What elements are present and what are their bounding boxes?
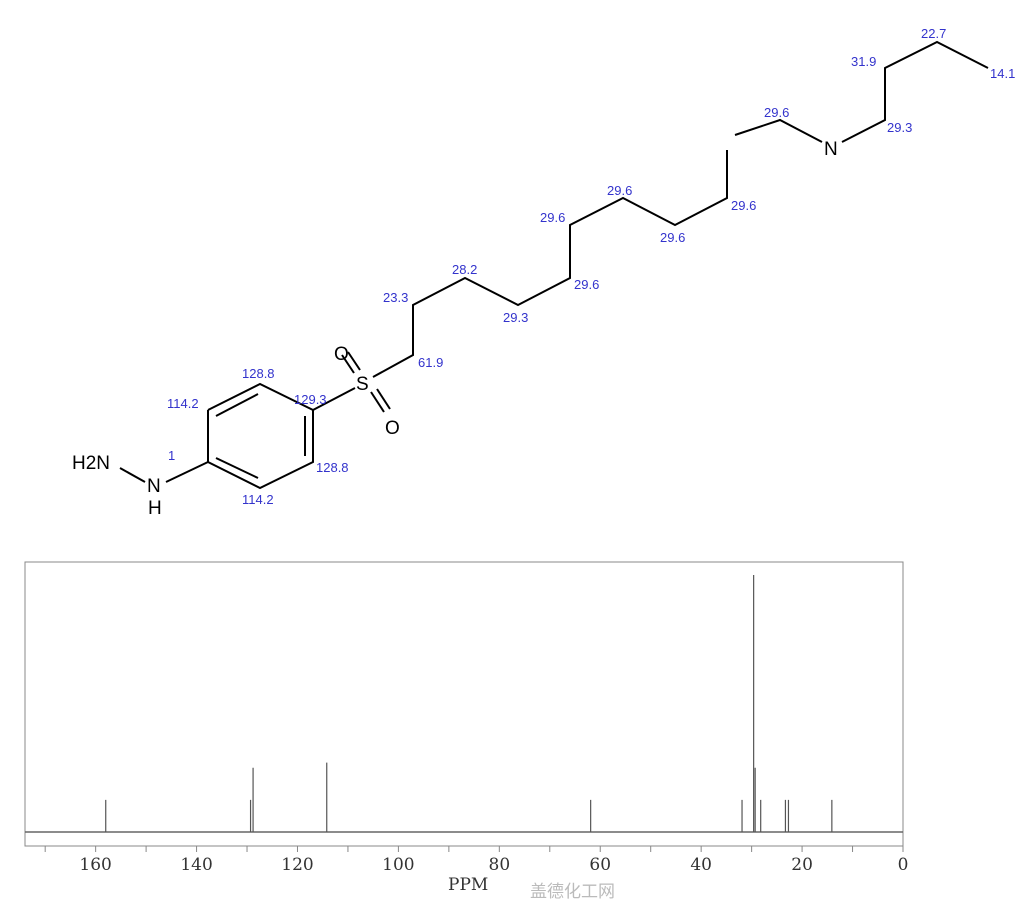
shift-label: 29.6	[607, 183, 632, 198]
atom-n: N	[147, 476, 161, 497]
shift-label: 22.7	[921, 26, 946, 41]
shift-label: 114.2	[167, 396, 199, 411]
shift-label: 29.6	[731, 198, 756, 213]
shift-label: 128.8	[242, 366, 275, 381]
alkyl-chain	[734, 118, 823, 143]
peaks	[105, 575, 833, 832]
atom-h2n: H2N	[72, 453, 110, 474]
tick-label-0: 0	[898, 855, 909, 875]
bond	[119, 467, 146, 483]
atom-o: O	[334, 344, 349, 365]
tick-label-60: 60	[589, 855, 611, 875]
bond	[165, 461, 209, 483]
shift-label: 14.1	[990, 66, 1015, 81]
bond	[347, 351, 361, 371]
tick-label-160: 160	[79, 855, 111, 875]
bond	[341, 354, 355, 374]
shift-label: 29.3	[887, 120, 912, 135]
tick-label-40: 40	[690, 855, 712, 875]
tick-label-140: 140	[180, 855, 212, 875]
tick-label-120: 120	[281, 855, 313, 875]
shift-label: 29.6	[540, 210, 565, 225]
double-bond	[215, 393, 259, 417]
molecule-structure: H2N N H S O O N 1 114.2 128.8 129.3 128.…	[72, 26, 1015, 519]
shift-label: 114.2	[242, 492, 274, 507]
bond	[376, 388, 391, 410]
shift-label: 29.6	[660, 230, 685, 245]
x-axis-ticks: 160 140 120 100 80 60 40 20 0	[44, 846, 909, 875]
x-axis-label: PPM	[448, 875, 488, 895]
tick-label-100: 100	[382, 855, 414, 875]
bonds	[119, 40, 989, 490]
plot-frame	[24, 561, 904, 847]
shift-label: 23.3	[383, 290, 408, 305]
shift-label: 31.9	[851, 54, 876, 69]
bond	[370, 391, 385, 413]
shift-label: 28.2	[452, 262, 477, 277]
tick-label-20: 20	[791, 855, 813, 875]
shift-label: 128.8	[316, 460, 349, 475]
shift-label: 129.3	[294, 392, 327, 407]
tick-label-80: 80	[489, 855, 511, 875]
atom-n: N	[824, 139, 838, 160]
shift-labels: 1 114.2 128.8 129.3 128.8 114.2 61.9 23.…	[167, 26, 1015, 507]
double-bond	[215, 457, 259, 479]
shift-label: 29.6	[574, 277, 599, 292]
watermark: 盖德化工网	[530, 882, 615, 900]
alkyl-chain	[841, 40, 989, 143]
shift-label: 61.9	[418, 355, 443, 370]
atom-h: H	[148, 498, 162, 519]
atom-s: S	[356, 374, 369, 395]
shift-label: 29.3	[503, 310, 528, 325]
alkyl-chain	[372, 150, 728, 378]
bond	[312, 387, 356, 411]
atom-o: O	[385, 418, 400, 439]
shift-label: 29.6	[764, 105, 789, 120]
shift-label: 1	[168, 448, 175, 463]
